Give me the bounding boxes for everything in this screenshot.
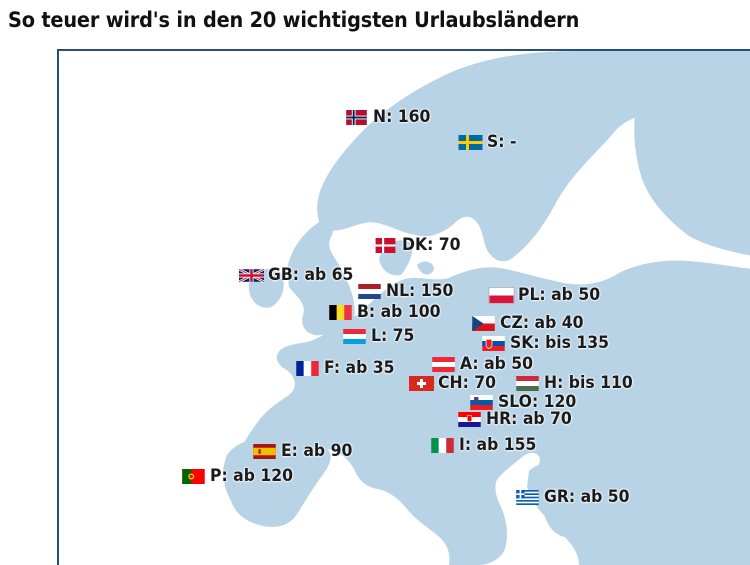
croatia-flag-icon bbox=[457, 411, 482, 427]
label-croatia: HR: ab 70 bbox=[457, 409, 579, 429]
sweden-flag-icon bbox=[458, 134, 483, 150]
label-hungary: H: bis 110 bbox=[515, 373, 640, 393]
czech-flag-icon bbox=[471, 315, 496, 331]
label-text: PL: ab 50 bbox=[518, 285, 601, 305]
label-uk: GB: ab 65 bbox=[239, 265, 361, 285]
label-poland: PL: ab 50 bbox=[488, 285, 607, 305]
slovenia-flag-icon bbox=[469, 394, 494, 410]
label-text: CH: 70 bbox=[438, 373, 497, 393]
label-austria: A: ab 50 bbox=[431, 354, 539, 374]
hungary-flag-icon bbox=[515, 375, 540, 391]
switzerland-flag-icon bbox=[409, 375, 434, 391]
label-slovenia: SLO: 120 bbox=[469, 392, 583, 412]
spain-flag-icon bbox=[252, 443, 277, 459]
uk-flag-icon bbox=[239, 267, 264, 283]
label-text: S: - bbox=[487, 132, 517, 152]
label-portugal: P: ab 120 bbox=[181, 466, 300, 486]
label-spain: E: ab 90 bbox=[252, 441, 359, 461]
label-denmark: DK: 70 bbox=[373, 235, 466, 255]
label-text: SLO: 120 bbox=[498, 392, 577, 412]
france-flag-icon bbox=[295, 360, 320, 376]
label-norway: N: 160 bbox=[344, 107, 435, 127]
label-text: B: ab 100 bbox=[357, 302, 441, 322]
label-switzerland: CH: 70 bbox=[409, 373, 501, 393]
label-text: P: ab 120 bbox=[210, 466, 294, 486]
label-italy: I: ab 155 bbox=[430, 435, 543, 455]
label-text: CZ: ab 40 bbox=[500, 313, 584, 333]
belgium-flag-icon bbox=[328, 304, 353, 320]
label-greece: GR: ab 50 bbox=[515, 487, 637, 507]
label-france: F: ab 35 bbox=[295, 358, 401, 378]
label-slovakia: SK: bis 135 bbox=[481, 333, 618, 353]
europe-map: N: 160 S: - DK: 70 GB: ab 65 NL: 150 PL:… bbox=[57, 49, 750, 565]
label-text: DK: 70 bbox=[402, 235, 461, 255]
slovakia-flag-icon bbox=[481, 335, 506, 351]
label-text: NL: 150 bbox=[386, 281, 454, 301]
austria-flag-icon bbox=[431, 356, 456, 372]
greece-flag-icon bbox=[515, 489, 540, 505]
label-text: I: ab 155 bbox=[459, 435, 537, 455]
label-belgium: B: ab 100 bbox=[328, 302, 448, 322]
label-text: F: ab 35 bbox=[324, 358, 395, 378]
netherlands-flag-icon bbox=[357, 283, 382, 299]
label-text: L: 75 bbox=[371, 326, 415, 346]
label-text: GR: ab 50 bbox=[544, 487, 630, 507]
label-czech: CZ: ab 40 bbox=[471, 313, 591, 333]
portugal-flag-icon bbox=[181, 468, 206, 484]
label-text: SK: bis 135 bbox=[510, 333, 610, 353]
denmark-flag-icon bbox=[373, 237, 398, 253]
label-text: HR: ab 70 bbox=[486, 409, 572, 429]
luxembourg-flag-icon bbox=[342, 328, 367, 344]
map-title: So teuer wird's in den 20 wichtigsten Ur… bbox=[8, 8, 580, 32]
label-text: N: 160 bbox=[373, 107, 431, 127]
label-text: A: ab 50 bbox=[460, 354, 534, 374]
label-netherlands: NL: 150 bbox=[357, 281, 459, 301]
italy-flag-icon bbox=[430, 437, 455, 453]
label-luxembourg: L: 75 bbox=[342, 326, 418, 346]
poland-flag-icon bbox=[488, 286, 515, 304]
label-text: E: ab 90 bbox=[281, 441, 353, 461]
norway-flag-icon bbox=[344, 109, 369, 125]
label-sweden: S: - bbox=[458, 132, 519, 152]
label-text: H: bis 110 bbox=[544, 373, 633, 393]
label-text: GB: ab 65 bbox=[268, 265, 354, 285]
